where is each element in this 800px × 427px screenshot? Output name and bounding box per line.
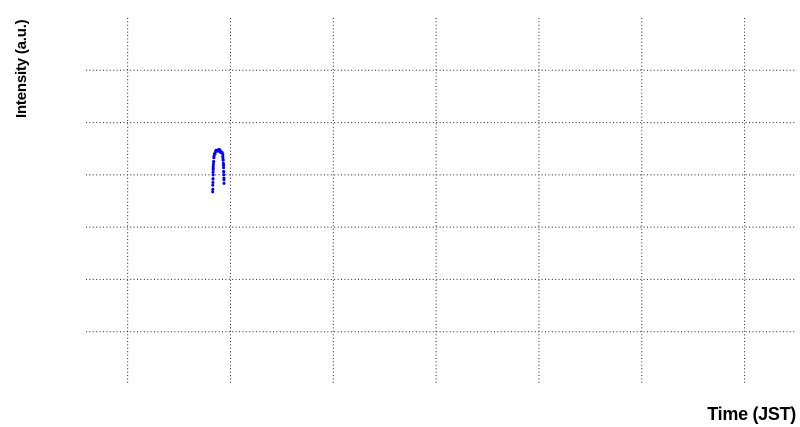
chart-legend xyxy=(0,0,800,18)
y-axis-title: Intensity (a.u.) xyxy=(13,19,30,118)
x-axis-title: Time (JST) xyxy=(707,404,796,424)
y-gridlines xyxy=(86,69,796,333)
series-368nm xyxy=(211,148,226,194)
x-gridlines xyxy=(127,18,746,384)
